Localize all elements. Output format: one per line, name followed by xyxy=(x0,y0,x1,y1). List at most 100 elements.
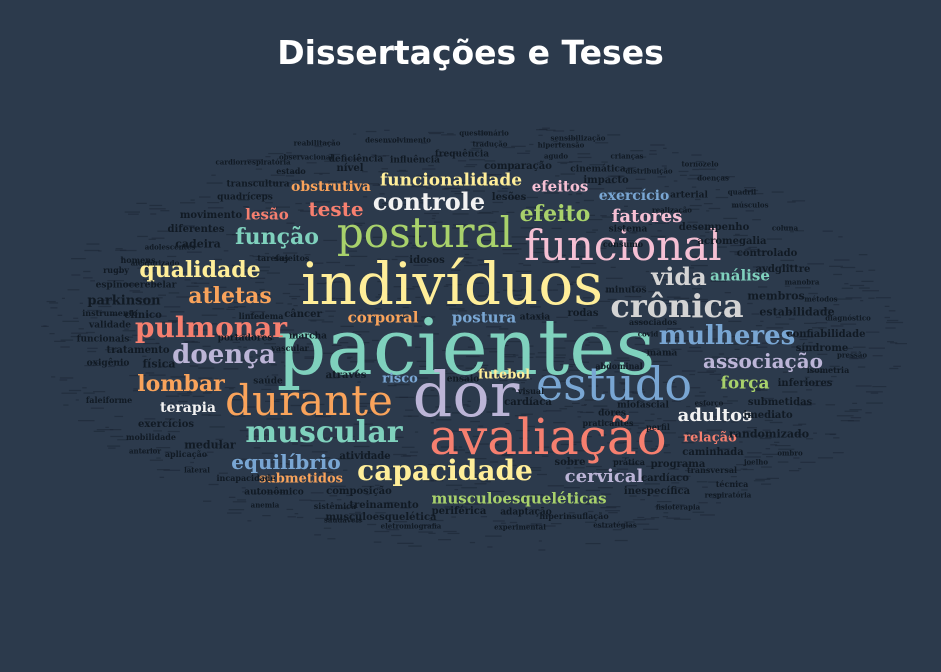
cloud-word: síndrome xyxy=(795,343,849,354)
cloud-word: eletromiografia xyxy=(380,521,442,531)
cloud-word: métodos xyxy=(804,294,838,304)
cloud-word: submetidas xyxy=(747,397,813,408)
cloud-word: consumo xyxy=(602,239,644,249)
cloud-word: crianças xyxy=(610,151,644,161)
cloud-word: durante xyxy=(225,376,393,425)
cloud-word: realização xyxy=(652,205,692,215)
cloud-word: lesão xyxy=(245,205,289,224)
cloud-word: mama xyxy=(646,348,678,359)
cloud-word: tratamento xyxy=(106,345,170,356)
cloud-word: vascular xyxy=(271,343,309,353)
cloud-word: câncer xyxy=(284,309,322,320)
cloud-word: obstrutiva xyxy=(290,179,372,195)
cloud-word: programa xyxy=(650,459,706,470)
cloud-word: autonômico xyxy=(244,487,304,498)
cloud-word: pressão xyxy=(836,350,868,360)
cloud-word: sujeitos xyxy=(274,253,310,263)
cloud-word: tradução xyxy=(472,139,508,149)
cloud-word: corporal xyxy=(347,308,419,327)
cloud-word: medular xyxy=(184,438,236,452)
cloud-word: força xyxy=(720,373,770,394)
cloud-word: física xyxy=(142,357,176,371)
cloud-word: ataxia xyxy=(519,312,551,323)
cloud-word: efeitos xyxy=(531,177,589,196)
cloud-word: distribuição xyxy=(625,166,673,176)
cloud-word: confiabilidade xyxy=(786,329,866,340)
cloud-word: músculos xyxy=(731,200,769,210)
cloud-word: minutos xyxy=(605,285,647,296)
cloud-word: atividade xyxy=(339,451,391,462)
cloud-word: impacto xyxy=(583,175,629,186)
cloud-word: vida xyxy=(651,262,707,291)
cloud-word: portadores xyxy=(217,333,273,344)
cloud-word: transversal xyxy=(686,465,738,475)
cloud-word: pulmonar xyxy=(134,311,288,344)
cloud-word: sobre xyxy=(554,457,586,468)
cloud-word: faleiforme xyxy=(85,395,133,405)
cloud-word: equilíbrio xyxy=(231,450,341,474)
cloud-word: observacional xyxy=(278,152,334,162)
cloud-word: treinamento xyxy=(349,500,419,511)
cloud-word: idosos xyxy=(409,255,445,266)
cloud-word: instrumento xyxy=(82,308,138,318)
cloud-word: marcha xyxy=(289,331,327,342)
cloud-word: através xyxy=(325,370,367,381)
cloud-word: questionário xyxy=(459,128,509,138)
cloud-word: hiperinsuflação xyxy=(539,511,609,521)
cloud-word: avdglittre xyxy=(755,264,811,275)
cloud-word: tornozelo xyxy=(681,159,719,169)
cloud-word: acromegalia xyxy=(697,236,767,247)
cloud-word: praticantes xyxy=(582,418,634,428)
cloud-word: análise xyxy=(710,266,770,285)
cloud-word: controlado xyxy=(736,248,798,259)
cloud-word: nível xyxy=(336,163,364,174)
cloud-word: musculoesqueléticas xyxy=(431,489,607,508)
cloud-word: inespecífica xyxy=(623,486,691,497)
cloud-word: reabilitação xyxy=(293,138,341,148)
cloud-word: qualidade xyxy=(139,257,261,283)
cloud-word: aplicação xyxy=(164,449,208,459)
cloud-word: estabilidade xyxy=(759,305,835,319)
cloud-word: atletas xyxy=(188,283,272,309)
cloud-word: quadríceps xyxy=(217,192,273,203)
cloud-word: deficiência xyxy=(328,154,384,165)
cloud-word: agudo xyxy=(543,151,569,161)
cloud-word: controle xyxy=(372,187,486,216)
cloud-word: técnica xyxy=(715,479,749,489)
cloud-word: transcultura xyxy=(226,179,290,190)
cloud-word: caminhada xyxy=(682,447,744,458)
cloud-word: experimental xyxy=(494,522,546,532)
cloud-word: sistêmica xyxy=(313,501,357,511)
cloud-word: isometria xyxy=(806,365,850,375)
cloud-word: saúde xyxy=(253,376,283,387)
cloud-word: validade xyxy=(88,320,132,331)
cloud-word: diferentes xyxy=(167,224,225,235)
cloud-word: futebol xyxy=(477,367,531,383)
cloud-word: associação xyxy=(702,349,824,373)
cloud-word: cardíaca xyxy=(504,397,552,408)
cloud-word: estudo xyxy=(535,357,693,411)
cloud-word: cervical xyxy=(564,466,644,487)
cloud-word: comparação xyxy=(484,161,552,172)
cloud-word: cinemática xyxy=(570,164,626,175)
cloud-word: adaptação xyxy=(500,507,552,518)
cloud-word: perfil xyxy=(646,422,670,432)
cloud-word: doença xyxy=(172,340,276,370)
cloud-word: diagnóstico xyxy=(825,313,871,323)
cloud-word: frequência xyxy=(434,149,490,160)
cloud-word: mulheres xyxy=(658,321,796,351)
cloud-word: arterial xyxy=(670,190,708,201)
cloud-word: teste xyxy=(308,197,364,221)
cloud-word: saudáveis xyxy=(323,515,363,525)
cloud-word: anemia xyxy=(250,500,280,510)
cloud-word: cardiorrespiratória xyxy=(215,157,291,167)
cloud-word: abdominal xyxy=(595,361,643,371)
cloud-word: composição xyxy=(326,486,392,497)
cloud-word: fatores xyxy=(611,206,683,227)
cloud-word: adultos xyxy=(677,405,753,426)
cloud-word: funcionais xyxy=(76,334,130,345)
cloud-word: rodas xyxy=(567,308,599,319)
cloud-word: lombar xyxy=(137,371,225,397)
cloud-word: dores xyxy=(598,408,626,419)
cloud-word: tarefas xyxy=(257,253,289,263)
